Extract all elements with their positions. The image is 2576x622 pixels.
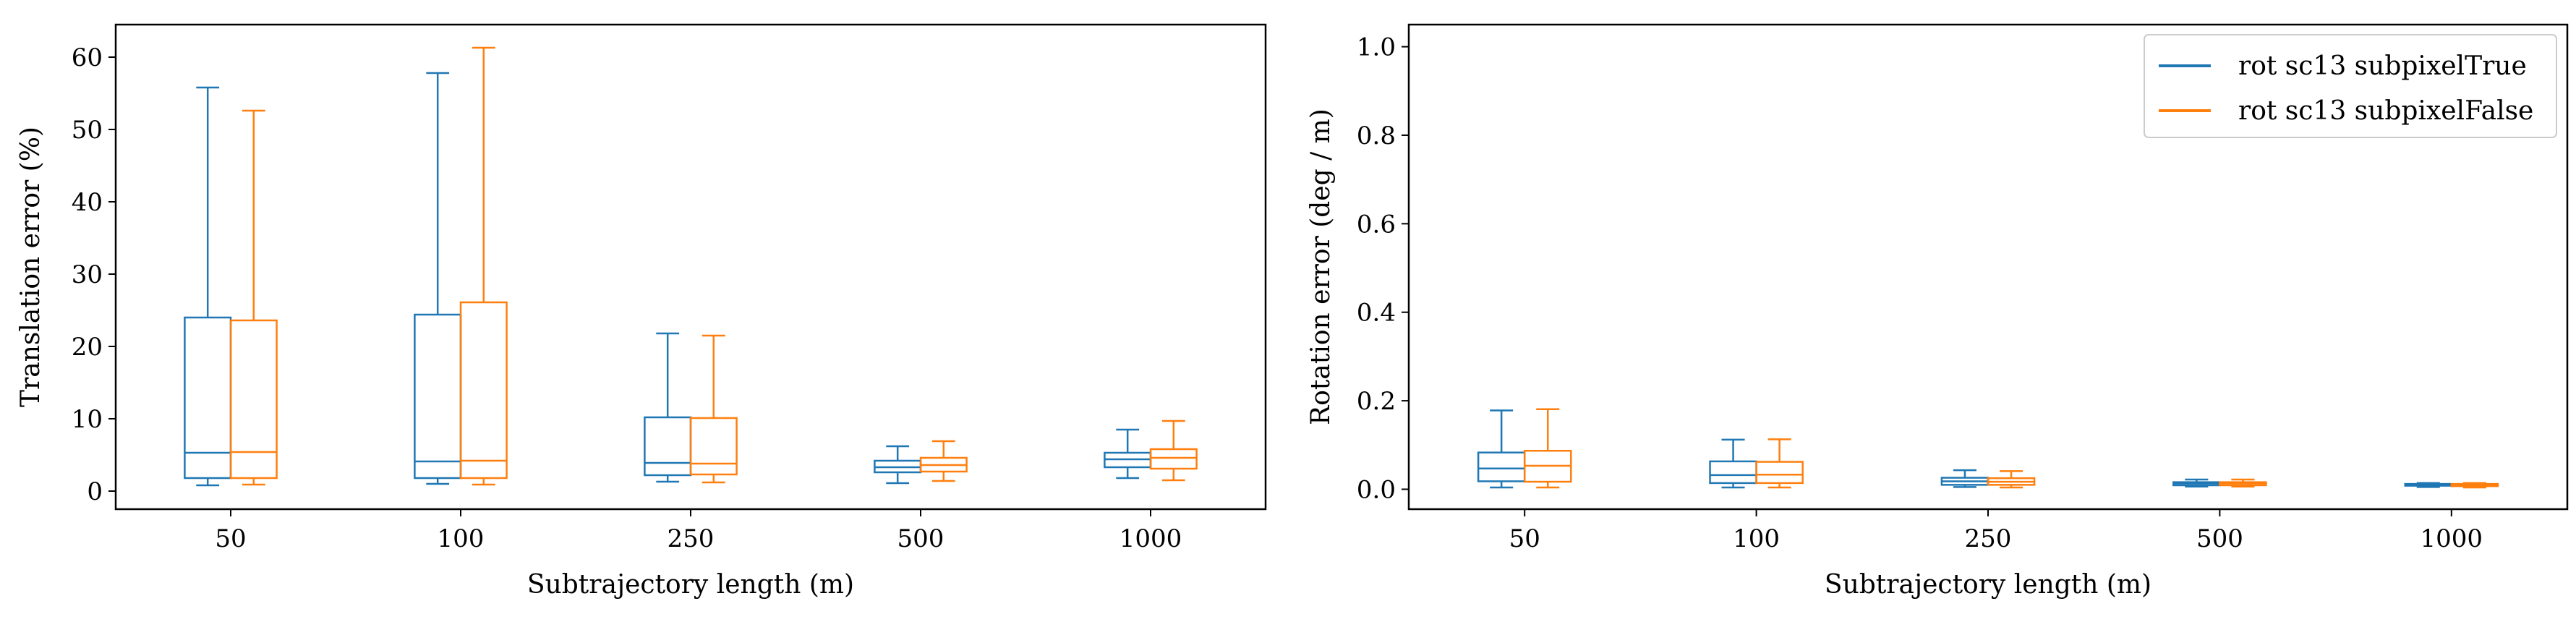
rotation-y-axis-label: Rotation error (deg / m) xyxy=(1306,108,1336,425)
translation-box-marks xyxy=(184,46,1198,487)
iqr-box xyxy=(1149,448,1198,470)
translation-y-axis-label: Translation error (%) xyxy=(16,127,46,407)
rotation-x-tick-label: 500 xyxy=(2196,524,2243,553)
iqr-box xyxy=(689,417,738,476)
rotation-x-tick-label: 100 xyxy=(1733,524,1780,553)
rotation-box-marks xyxy=(1477,408,2499,489)
legend: rot sc13 subpixelTrue rot sc13 subpixelF… xyxy=(2144,34,2557,138)
rotation-box-50-series-1 xyxy=(1477,409,1526,489)
translation-y-tick-label: 0 xyxy=(87,477,103,506)
translation-box-250-series-2 xyxy=(689,334,738,484)
translation-y-tick-label: 30 xyxy=(72,260,103,289)
rotation-x-tick-label: 50 xyxy=(1509,524,1540,553)
rotation-y-tick-label: 0.8 xyxy=(1357,122,1396,150)
rotation-y-tick-label: 0.6 xyxy=(1357,210,1396,239)
legend-frame xyxy=(2144,34,2557,138)
rotation-x-axis-label: Subtrajectory length (m) xyxy=(1825,570,2151,600)
rotation-y-tick-label: 0.0 xyxy=(1357,475,1396,504)
translation-x-ticks: 50 100 250 500 1000 xyxy=(215,509,1182,553)
translation-x-tick-label: 500 xyxy=(897,524,944,553)
translation-x-axis-label: Subtrajectory length (m) xyxy=(527,570,854,600)
rotation-y-tick-label: 0.2 xyxy=(1357,387,1396,416)
translation-box-500-series-1 xyxy=(874,445,922,485)
iqr-box xyxy=(1755,461,1804,485)
translation-y-ticks: 0 10 20 30 40 50 60 xyxy=(72,43,116,506)
rotation-y-tick-label: 1.0 xyxy=(1357,33,1396,62)
rotation-x-tick-label: 250 xyxy=(1965,524,2012,553)
rotation-box-100-series-2 xyxy=(1755,438,1804,489)
rotation-box-500-series-2 xyxy=(2219,478,2267,488)
translation-y-tick-label: 10 xyxy=(72,405,103,434)
translation-x-tick-label: 100 xyxy=(438,524,485,553)
legend-label-subpixel-false: rot sc13 subpixelFalse xyxy=(2238,96,2533,126)
translation-box-100-series-1 xyxy=(414,72,462,485)
rotation-box-250-series-2 xyxy=(1987,470,2036,489)
translation-y-tick-label: 40 xyxy=(72,188,103,217)
legend-label-subpixel-true: rot sc13 subpixelTrue xyxy=(2238,51,2527,81)
translation-y-tick-label: 20 xyxy=(72,333,103,362)
translation-x-tick-label: 50 xyxy=(215,524,246,553)
translation-box-500-series-2 xyxy=(919,440,968,482)
translation-box-100-series-2 xyxy=(459,46,508,486)
translation-box-1000-series-2 xyxy=(1149,419,1198,482)
translation-y-tick-label: 60 xyxy=(72,43,103,72)
rotation-box-50-series-2 xyxy=(1523,408,1572,489)
iqr-box xyxy=(459,301,508,480)
rotation-box-1000-series-2 xyxy=(2450,482,2499,489)
rotation-x-ticks: 50 100 250 500 1000 xyxy=(1509,509,2483,553)
translation-x-tick-label: 250 xyxy=(668,524,715,553)
rotation-box-1000-series-1 xyxy=(2404,482,2453,488)
translation-box-1000-series-1 xyxy=(1104,428,1152,480)
rotation-error-panel: 0.0 0.2 0.4 0.6 0.8 1.0 50 100 250 500 1000 Subtr… xyxy=(1306,23,2569,600)
translation-error-panel: 0 10 20 30 40 50 60 50 100 250 500 1000 Subtraject… xyxy=(16,23,1267,600)
rotation-y-ticks: 0.0 0.2 0.4 0.6 0.8 1.0 xyxy=(1357,33,1409,504)
translation-y-tick-label: 50 xyxy=(72,116,103,145)
iqr-box xyxy=(229,319,278,480)
rotation-x-tick-label: 1000 xyxy=(2421,524,2483,553)
translation-box-50-series-2 xyxy=(229,109,278,486)
translation-x-tick-label: 1000 xyxy=(1119,524,1182,553)
rotation-y-tick-label: 0.4 xyxy=(1357,299,1396,328)
